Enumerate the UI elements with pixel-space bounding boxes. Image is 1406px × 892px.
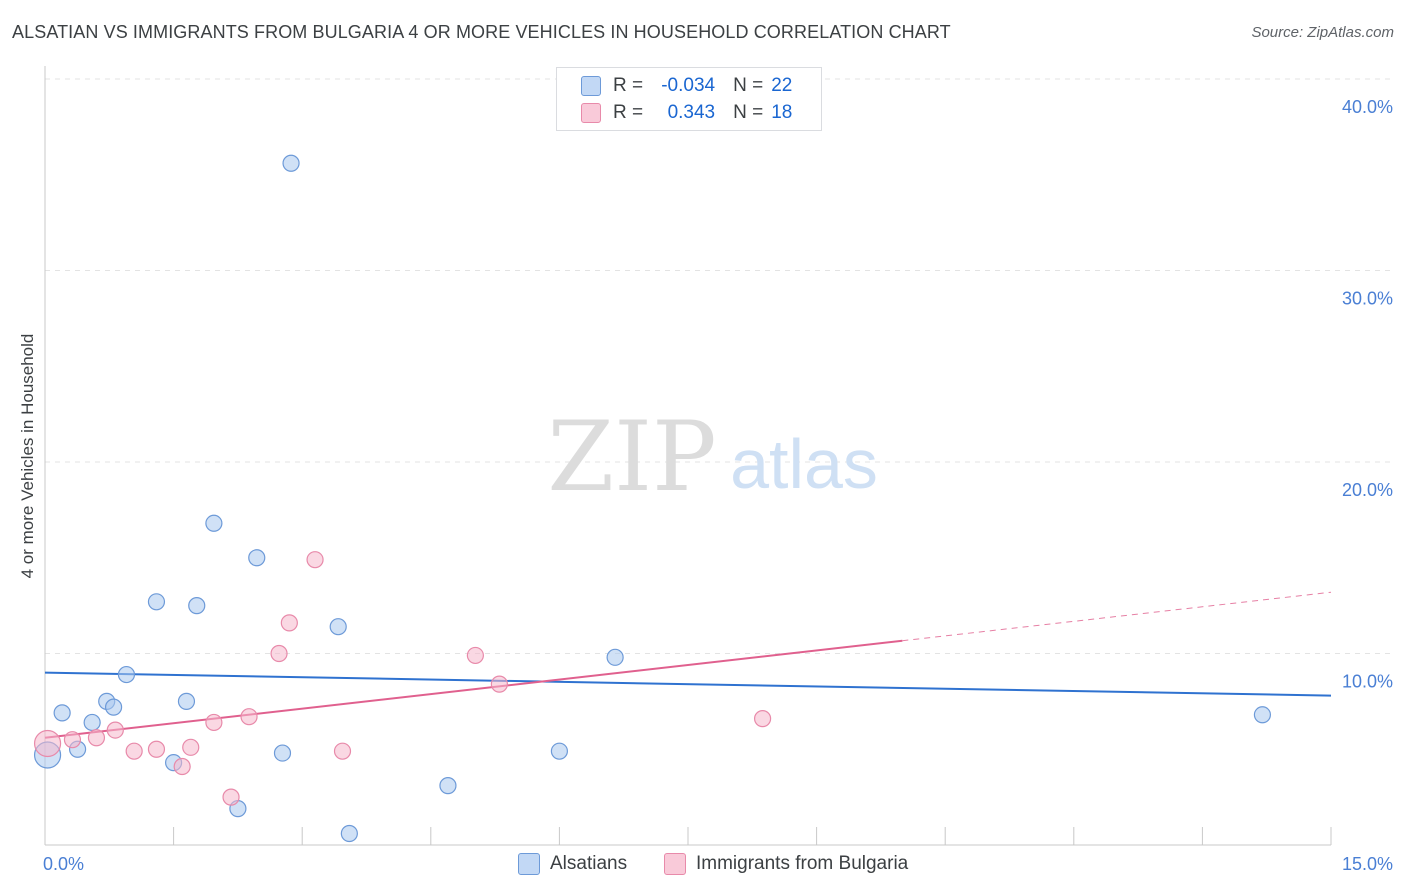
point-bulgaria — [173, 757, 191, 776]
point-bulgaria — [63, 731, 82, 749]
point-alsatians — [104, 698, 123, 716]
legend-r-value: 0.343 — [667, 102, 716, 123]
point-bulgaria — [270, 644, 288, 663]
point-bulgaria — [490, 675, 508, 693]
grid-lines — [45, 78, 1395, 654]
y-axis-label: 4 or more Vehicles in Household — [18, 333, 37, 579]
legend-swatch-blue — [518, 853, 540, 875]
point-alsatians — [53, 704, 71, 722]
x-tick-label: 0.0% — [43, 854, 84, 874]
axes — [44, 66, 1332, 846]
point-bulgaria — [306, 551, 324, 569]
y-tick-label: 20.0% — [1342, 480, 1393, 500]
point-alsatians — [439, 777, 457, 795]
point-bulgaria — [87, 729, 106, 747]
point-bulgaria — [205, 713, 223, 732]
point-bulgaria — [222, 788, 240, 806]
legend-swatch-pink — [664, 853, 686, 875]
y-tick-label: 10.0% — [1342, 672, 1393, 692]
y-tick-label: 40.0% — [1342, 97, 1393, 117]
point-alsatians — [550, 742, 569, 760]
legend-n-label: N = — [733, 75, 764, 96]
point-alsatians — [248, 549, 266, 567]
point-bulgaria — [333, 742, 352, 760]
legend-r-label: R = — [613, 102, 644, 123]
point-alsatians — [606, 648, 624, 666]
point-alsatians — [282, 154, 300, 172]
source-label: Source: ZipAtlas.com — [1251, 24, 1394, 41]
point-alsatians — [340, 824, 358, 843]
legend-item-alsatians: Alsatians — [518, 852, 627, 876]
legend-r-label: R = — [613, 75, 644, 96]
point-bulgaria — [280, 614, 298, 632]
point-alsatians — [188, 597, 206, 615]
trend-lines — [44, 591, 1332, 739]
point-bulgaria — [240, 708, 258, 726]
point-bulgaria — [147, 740, 166, 758]
watermark: ZIP atlas — [547, 401, 878, 513]
correlation-legend: R = -0.034 N = 22 R = 0.343 N = 18 — [556, 67, 822, 131]
point-bulgaria — [106, 721, 124, 739]
legend-row-bulgaria: R = 0.343 N = 18 — [581, 101, 792, 125]
watermark-atlas: atlas — [730, 425, 878, 503]
legend-label-alsatians: Alsatians — [550, 853, 628, 874]
point-alsatians — [147, 593, 166, 611]
trend-line-bulgaria — [44, 639, 903, 739]
legend-swatch-blue — [581, 76, 601, 96]
legend-row-alsatians: R = -0.034 N = 22 — [581, 74, 792, 98]
legend-r-value: -0.034 — [661, 75, 716, 96]
point-alsatians — [205, 514, 223, 532]
point-alsatians — [1253, 706, 1272, 724]
point-alsatians — [83, 713, 101, 732]
legend-item-bulgaria: Immigrants from Bulgaria — [664, 852, 908, 876]
x-tick-label: 15.0% — [1342, 854, 1393, 874]
y-tick-label: 30.0% — [1342, 289, 1393, 309]
legend-n-value: 18 — [771, 102, 793, 123]
watermark-zip: ZIP — [547, 401, 716, 513]
point-bulgaria — [753, 710, 772, 728]
trend-line-dashed-bulgaria — [902, 591, 1332, 642]
point-bulgaria — [182, 738, 200, 756]
tick-labels: 10.0% 20.0% 30.0% 40.0% 0.0% 15.0% — [43, 97, 1393, 874]
point-alsatians — [273, 744, 292, 762]
point-alsatians — [117, 665, 136, 684]
point-alsatians — [329, 618, 347, 636]
legend-n-label: N = — [733, 102, 764, 123]
legend-label-bulgaria: Immigrants from Bulgaria — [696, 853, 909, 874]
point-bulgaria — [33, 729, 62, 758]
legend-swatch-pink — [581, 103, 601, 123]
data-points — [33, 154, 1272, 843]
point-alsatians — [177, 692, 196, 710]
chart-title: ALSATIAN VS IMMIGRANTS FROM BULGARIA 4 O… — [12, 22, 951, 42]
point-bulgaria — [125, 742, 143, 760]
legend-n-value: 22 — [771, 75, 793, 96]
point-bulgaria — [466, 646, 484, 665]
trend-line-alsatians — [44, 671, 1332, 697]
